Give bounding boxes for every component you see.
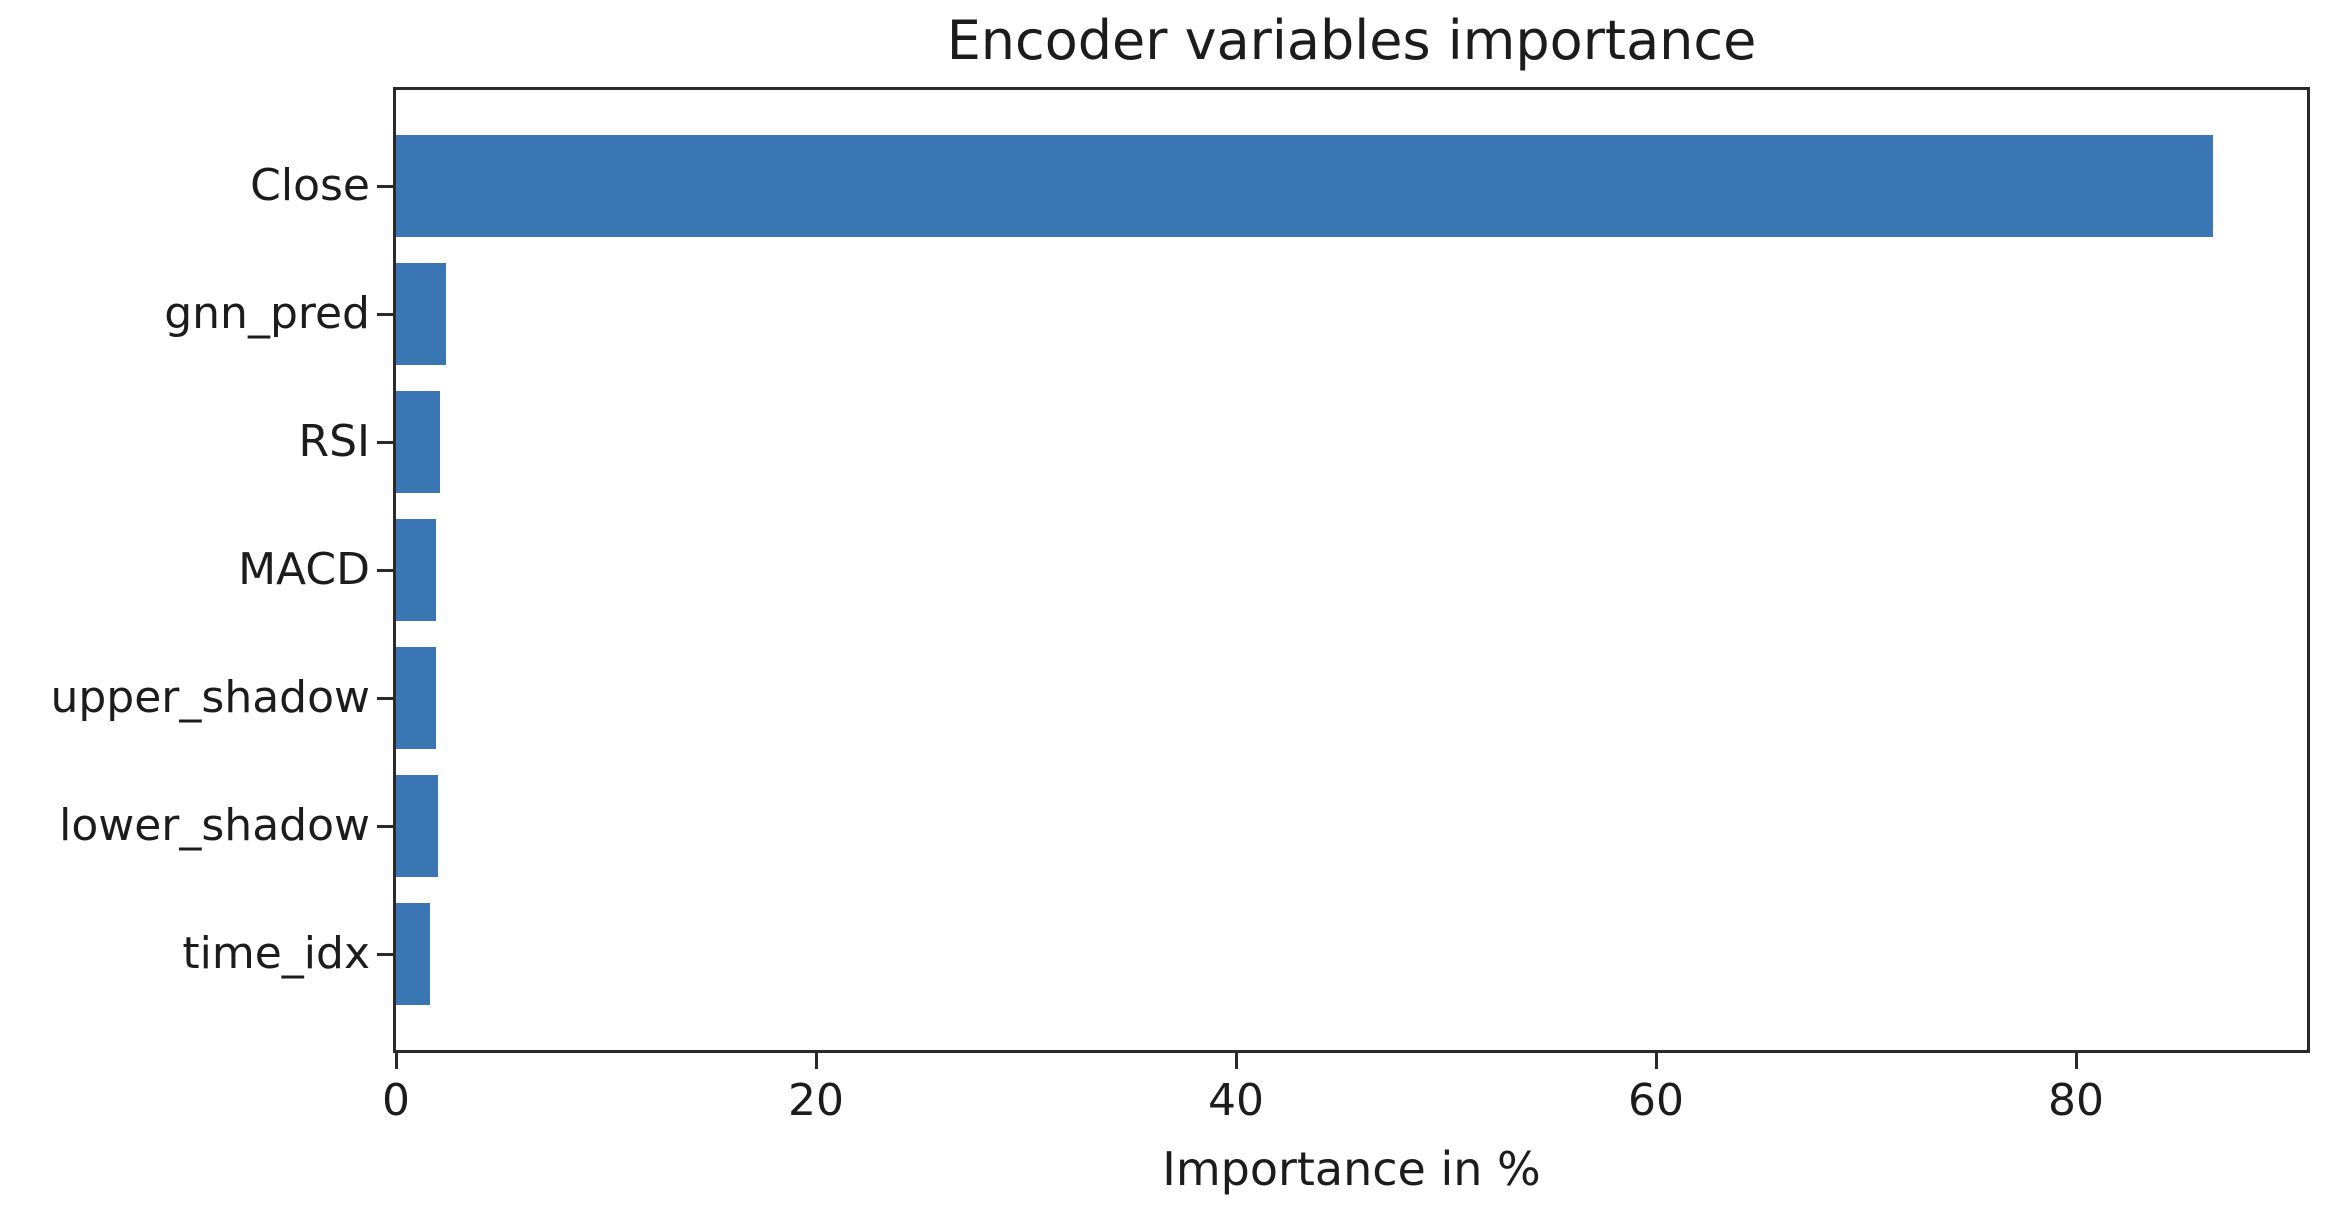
y-tick-mark [377, 568, 393, 572]
y-tick-mark [377, 312, 393, 316]
x-axis-label: Importance in % [1162, 1142, 1541, 1196]
y-tick-mark [377, 696, 393, 700]
y-tick-label-gnn_pred: gnn_pred [164, 288, 370, 339]
plot-area [393, 87, 2310, 1053]
bar-macd [396, 518, 436, 622]
bar-close [396, 134, 2213, 238]
bar-rsi [396, 390, 441, 494]
chart-title: Encoder variables importance [946, 9, 1757, 72]
y-tick-label-upper_shadow: upper_shadow [50, 672, 370, 723]
x-tick-label-20: 20 [788, 1075, 844, 1126]
x-tick-label-80: 80 [2048, 1075, 2104, 1126]
x-tick-label-0: 0 [382, 1075, 410, 1126]
y-tick-mark [377, 184, 393, 188]
y-tick-label-macd: MACD [238, 544, 370, 595]
y-tick-mark [377, 440, 393, 444]
y-tick-mark [377, 824, 393, 828]
x-tick-mark [2074, 1053, 2078, 1069]
y-tick-label-time_idx: time_idx [182, 928, 370, 979]
bar-time_idx [396, 902, 430, 1006]
x-tick-mark [394, 1053, 398, 1069]
bar-gnn_pred [396, 262, 447, 366]
bar-lower_shadow [396, 774, 438, 878]
x-tick-mark [1234, 1053, 1238, 1069]
x-tick-label-40: 40 [1208, 1075, 1264, 1126]
x-tick-mark [814, 1053, 818, 1069]
y-tick-mark [377, 952, 393, 956]
y-tick-label-lower_shadow: lower_shadow [59, 800, 370, 851]
y-tick-label-rsi: RSI [298, 416, 370, 467]
y-tick-label-close: Close [250, 160, 370, 211]
bar-upper_shadow [396, 646, 436, 750]
x-tick-label-60: 60 [1628, 1075, 1684, 1126]
x-tick-mark [1654, 1053, 1658, 1069]
